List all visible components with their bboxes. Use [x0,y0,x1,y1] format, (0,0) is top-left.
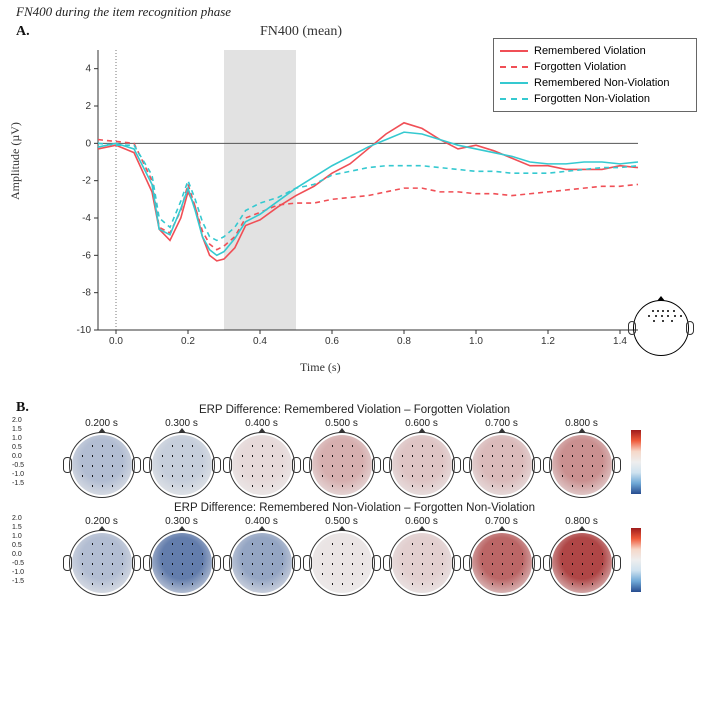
topomap-head [309,432,375,498]
svg-text:-2: -2 [82,176,91,187]
legend-item: Remembered Violation [500,43,690,59]
colorbar: 2.01.51.00.50.0-0.5-1.0-1.5 [629,430,641,494]
topomap-head [469,432,535,498]
legend-label: Remembered Non-Violation [534,77,670,89]
topomap-head [309,530,375,596]
legend-box: Remembered Violation Forgotten Violation R… [493,38,697,112]
topomap-head [469,530,535,596]
topomap-title-1: ERP Difference: Remembered Violation – F… [0,404,709,416]
svg-text:0.8: 0.8 [397,336,411,347]
svg-text:1.2: 1.2 [541,336,555,347]
x-axis-label: Time (s) [300,360,341,375]
topomap-cell: 0.700 s [469,418,535,498]
topomap-row-2: 0.200 s0.300 s0.400 s0.500 s0.600 s0.700… [0,516,709,596]
topomap-head [549,530,615,596]
legend-label: Forgotten Violation [534,61,626,73]
svg-text:1.4: 1.4 [613,336,627,347]
chart-title: FN400 (mean) [260,24,342,40]
topomap-cell: 0.800 s [549,516,615,596]
legend-item: Forgotten Non-Violation [500,91,690,107]
legend-swatch [500,66,528,68]
legend-item: Remembered Non-Violation [500,75,690,91]
svg-text:0: 0 [85,138,91,149]
topomap-head [149,432,215,498]
y-axis-label: Amplitude (µV) [8,122,23,200]
legend-swatch [500,98,528,100]
topomap-head [69,530,135,596]
svg-text:0.6: 0.6 [325,336,339,347]
svg-text:-6: -6 [82,250,91,261]
svg-text:4: 4 [85,64,91,75]
topomap-title-2: ERP Difference: Remembered Non-Violation… [0,502,709,514]
topomap-cell: 0.600 s [389,418,455,498]
svg-text:2: 2 [85,101,91,112]
topomap-head [389,432,455,498]
topomap-cell: 0.400 s [229,418,295,498]
svg-text:-10: -10 [77,325,92,336]
figure-root: FN400 during the item recognition phase … [0,0,709,701]
topomap-cell: 0.500 s [309,418,375,498]
topomap-head [229,530,295,596]
colorbar: 2.01.51.00.50.0-0.5-1.0-1.5 [629,528,641,592]
svg-text:0.4: 0.4 [253,336,267,347]
topomap-cell: 0.300 s [149,418,215,498]
legend-swatch [500,82,528,84]
topomap-head [229,432,295,498]
svg-text:-4: -4 [82,213,91,224]
topomap-cell: 0.800 s [549,418,615,498]
legend-label: Forgotten Non-Violation [534,93,650,105]
legend-swatch [500,50,528,52]
svg-text:0.0: 0.0 [109,336,123,347]
svg-text:-8: -8 [82,288,91,299]
svg-text:1.0: 1.0 [469,336,483,347]
panel-a-label: A. [16,24,30,40]
topomap-head [69,432,135,498]
svg-text:0.2: 0.2 [181,336,195,347]
topomap-cell: 0.500 s [309,516,375,596]
topomap-panel: ERP Difference: Remembered Violation – F… [0,400,709,600]
topomap-cell: 0.700 s [469,516,535,596]
topomap-cell: 0.400 s [229,516,295,596]
figure-caption: FN400 during the item recognition phase [16,4,231,20]
topomap-cell: 0.200 s [69,418,135,498]
topomap-row-1: 0.200 s0.300 s0.400 s0.500 s0.600 s0.700… [0,418,709,498]
topomap-head [389,530,455,596]
legend-label: Remembered Violation [534,45,646,57]
topomap-cell: 0.600 s [389,516,455,596]
topomap-head [149,530,215,596]
topomap-cell: 0.300 s [149,516,215,596]
electrode-inset-head [633,300,689,356]
topomap-cell: 0.200 s [69,516,135,596]
topomap-head [549,432,615,498]
legend-item: Forgotten Violation [500,59,690,75]
